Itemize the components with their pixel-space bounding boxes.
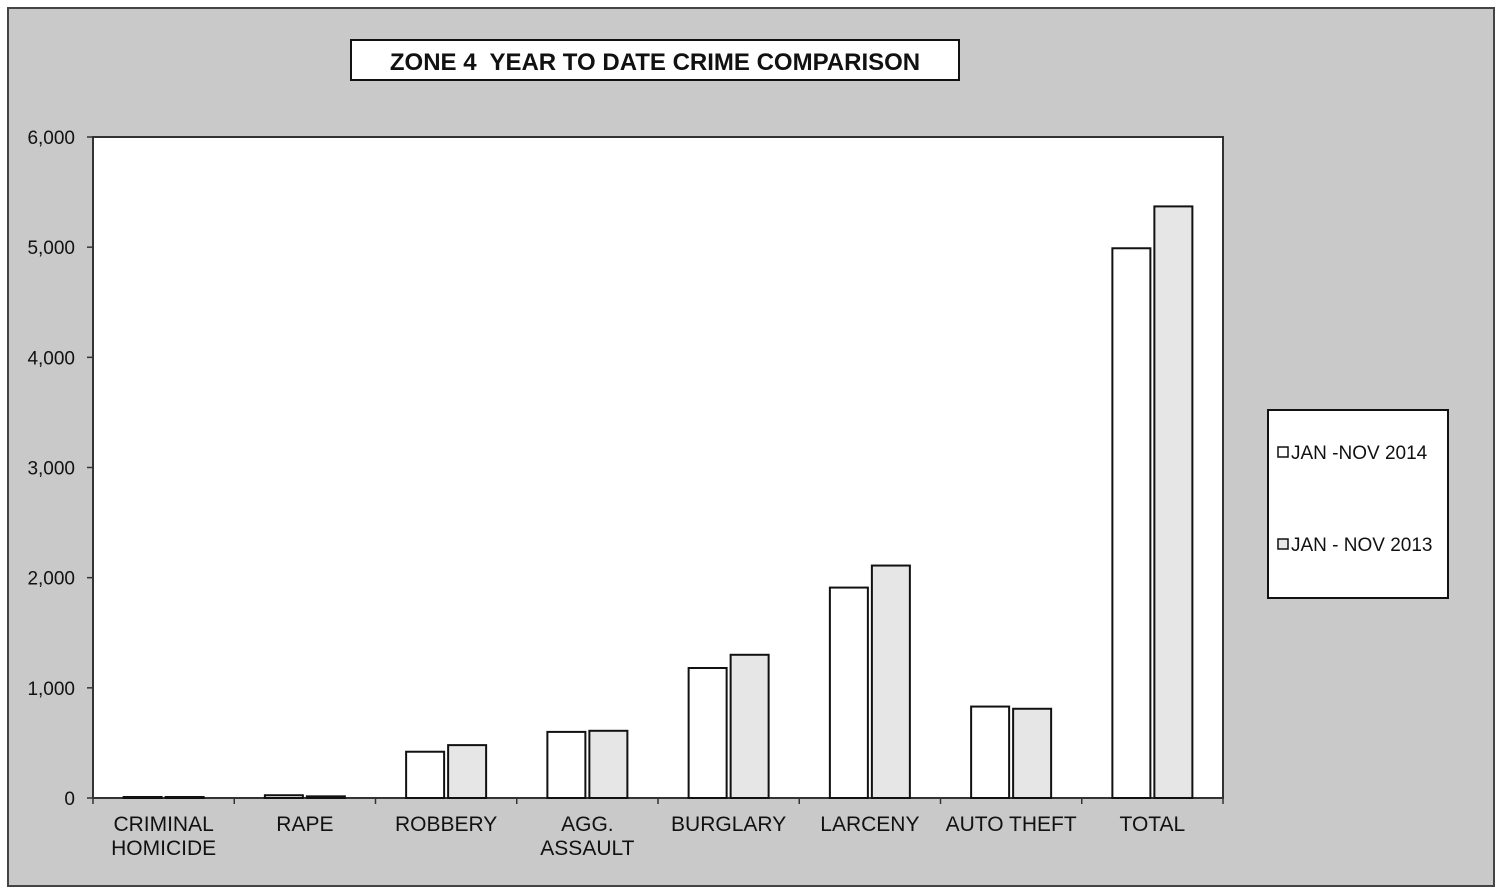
x-tick-label-line: BURGLARY	[671, 813, 786, 836]
title-box: ZONE 4 YEAR TO DATE CRIME COMPARISON	[350, 39, 960, 81]
x-tick-label: AUTO THEFT	[946, 813, 1077, 836]
y-tick-label: 1,000	[27, 679, 75, 700]
y-tick-label: 6,000	[27, 128, 75, 149]
legend-label: JAN - NOV 2013	[1291, 535, 1433, 556]
bar-series2	[870, 564, 911, 799]
bar-series2	[1153, 205, 1194, 799]
legend: JAN -NOV 2014 JAN - NOV 2013	[1267, 409, 1449, 599]
x-tick-label: AGG. ASSAULT	[540, 813, 634, 860]
x-tick-label-line: LARCENY	[820, 813, 919, 836]
y-tick-label: 3,000	[27, 459, 75, 480]
plot-area	[92, 136, 1224, 799]
bar-series1	[405, 750, 446, 799]
legend-swatch	[1277, 446, 1289, 458]
x-tick-label-line: RAPE	[276, 813, 333, 836]
title-frame	[350, 39, 960, 81]
x-tick-label: ROBBERY	[395, 813, 497, 836]
x-tick-label: RAPE	[276, 813, 333, 836]
x-tick-label-line: CRIMINAL	[113, 813, 213, 836]
bar-series1	[546, 730, 587, 800]
x-tick-label-line: AUTO THEFT	[946, 813, 1077, 836]
bar-series2	[164, 796, 205, 799]
y-tick-label: 2,000	[27, 569, 75, 590]
y-tick-label: 0	[64, 789, 75, 810]
legend-label: JAN -NOV 2014	[1291, 443, 1428, 464]
x-axis: CRIMINAL HOMICIDE RAPE ROBBERY AGG. ASSAULT BU…	[92, 798, 1224, 860]
y-tick-label: 5,000	[27, 238, 75, 259]
bar-series	[122, 205, 1194, 800]
x-tick-label-line: AGG.	[561, 813, 614, 836]
bar-series1	[1111, 247, 1152, 800]
x-tick-label-line: ROBBERY	[395, 813, 497, 836]
bar-series1	[122, 796, 163, 799]
legend-swatch	[1277, 538, 1289, 550]
bar-series2	[447, 744, 488, 799]
bar-series2	[588, 729, 629, 800]
bar-series2	[729, 653, 770, 799]
x-tick-label: TOTAL	[1120, 813, 1186, 836]
bar-series2	[305, 795, 346, 799]
bar-series1	[828, 586, 869, 799]
y-axis: 0 1,000 2,000 3,000 4,000 5,000 6,000	[27, 128, 93, 810]
x-tick-label: CRIMINAL HOMICIDE	[111, 813, 216, 860]
chart-title: ZONE 4 YEAR TO DATE CRIME COMPARISON	[390, 49, 920, 76]
x-tick-label-line: ASSAULT	[540, 837, 634, 860]
bar-series1	[687, 667, 728, 800]
x-tick-label: BURGLARY	[671, 813, 786, 836]
bar-series1	[970, 705, 1011, 799]
bar-series2	[1012, 707, 1053, 800]
bar-series1	[263, 794, 304, 800]
y-tick-label: 4,000	[27, 348, 75, 369]
x-tick-label-line: HOMICIDE	[111, 837, 216, 860]
legend-frame	[1267, 409, 1449, 599]
x-tick-label: LARCENY	[820, 813, 919, 836]
x-tick-label-line: TOTAL	[1120, 813, 1186, 836]
